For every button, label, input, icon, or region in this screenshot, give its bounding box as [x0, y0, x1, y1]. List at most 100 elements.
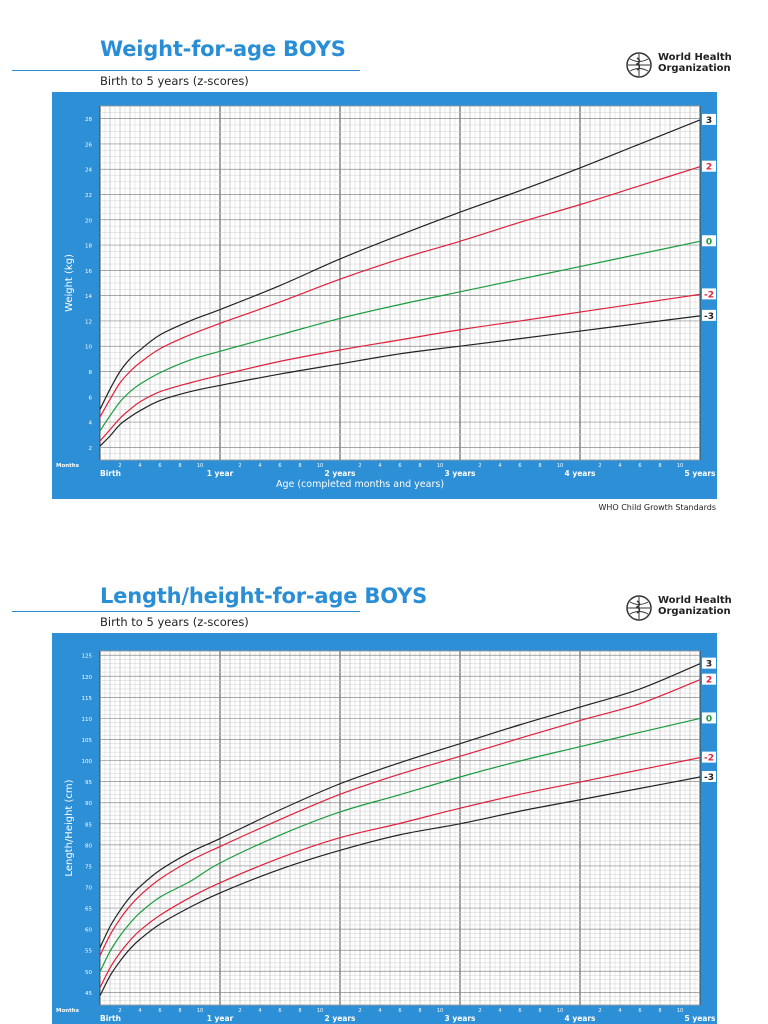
month-tick-label: 6	[158, 463, 161, 469]
month-tick-label: 10	[197, 463, 203, 469]
month-tick-label: 8	[178, 463, 181, 469]
month-tick-label: 2	[238, 1008, 241, 1014]
month-tick-label: 10	[557, 463, 563, 469]
y-tick-label-left: 90	[85, 801, 92, 807]
y-tick-label-left: 100	[82, 759, 93, 765]
month-tick-label: 8	[178, 1008, 181, 1014]
chart-subtitle: Birth to 5 years (z-scores)	[100, 615, 249, 629]
chart-title: Weight-for-age BOYS	[100, 37, 346, 61]
month-tick-label: 10	[317, 463, 323, 469]
z-score-curve-3	[99, 119, 701, 410]
month-tick-label: 4	[378, 463, 381, 469]
z-score-label-bg	[702, 235, 716, 247]
z-score-label--2: -2	[704, 290, 714, 300]
z-score-curve-0	[99, 717, 701, 972]
month-tick-label: 6	[398, 463, 401, 469]
month-tick-label: 10	[317, 1008, 323, 1014]
y-tick-label-left: 70	[85, 886, 92, 892]
year-label: 1 year	[207, 469, 234, 478]
z-score-label-2: 2	[706, 163, 712, 173]
y-tick-label-left: 6	[89, 395, 93, 401]
month-tick-label: 6	[518, 1008, 521, 1014]
month-tick-label: 6	[398, 1008, 401, 1014]
logo-text: World Health Organization	[658, 52, 732, 74]
z-score-curve-2	[99, 166, 701, 418]
month-tick-label: 2	[238, 463, 241, 469]
who-emblem-icon	[626, 595, 652, 621]
month-tick-label: 8	[298, 463, 301, 469]
y-tick-label-left: 75	[85, 864, 92, 870]
month-tick-label: 8	[538, 1008, 541, 1014]
z-score-label-3: 3	[706, 660, 712, 670]
y-tick-label-left: 55	[85, 949, 92, 955]
y-tick-label-left: 20	[85, 218, 92, 224]
logo-line-1: World Health	[658, 52, 732, 63]
month-tick-label: 8	[298, 1008, 301, 1014]
x-axis-label: Age (completed months and years)	[276, 479, 444, 490]
month-tick-label: 6	[518, 463, 521, 469]
z-score-label--2: -2	[704, 754, 714, 764]
month-tick-label: 2	[358, 1008, 361, 1014]
y-tick-label-left: 85	[85, 822, 92, 828]
y-tick-label-left: 120	[82, 675, 93, 681]
month-tick-label: 6	[158, 1008, 161, 1014]
y-axis-label: Length/Height (cm)	[64, 779, 75, 876]
z-score-curve--2	[99, 293, 701, 442]
z-score-label-0: 0	[706, 237, 712, 247]
month-tick-label: 8	[658, 1008, 661, 1014]
month-tick-label: 4	[138, 463, 141, 469]
z-score-curve-3	[99, 663, 701, 948]
month-tick-label: 2	[358, 463, 361, 469]
year-label: 5 years	[684, 469, 716, 478]
z-score-label-bg	[702, 309, 716, 321]
month-tick-label: 10	[677, 1008, 683, 1014]
z-score-curve--2	[99, 757, 701, 988]
months-label: Months	[56, 1008, 80, 1014]
month-tick-label: 8	[418, 1008, 421, 1014]
y-tick-label-left: 65	[85, 907, 92, 913]
y-tick-label-left: 80	[85, 843, 92, 849]
month-tick-label: 10	[557, 1008, 563, 1014]
month-tick-label: 4	[498, 463, 501, 469]
y-tick-label-left: 16	[85, 269, 92, 275]
month-tick-label: 4	[138, 1008, 141, 1014]
z-score-curve--3	[99, 315, 701, 447]
z-score-label--3: -3	[704, 312, 714, 322]
z-score-label-3: 3	[706, 116, 712, 126]
title-underline	[12, 70, 360, 71]
month-tick-label: 2	[118, 1008, 121, 1014]
y-tick-label-left: 2	[89, 446, 93, 452]
source-note: WHO Child Growth Standards	[598, 503, 716, 512]
month-tick-label: 8	[418, 463, 421, 469]
month-tick-label: 10	[437, 1008, 443, 1014]
y-tick-label-left: 105	[82, 738, 93, 744]
y-tick-label-left: 125	[82, 654, 93, 660]
y-tick-label-left: 95	[85, 780, 92, 786]
year-label: 4 years	[564, 469, 596, 478]
title-underline	[12, 611, 360, 612]
z-score-curve-2	[99, 679, 701, 956]
z-score-label-0: 0	[706, 714, 712, 724]
z-score-label-bg	[702, 657, 716, 669]
y-axis-label: Weight (kg)	[64, 254, 75, 312]
month-tick-label: 2	[478, 463, 481, 469]
z-score-label-bg	[702, 160, 716, 172]
y-tick-label-left: 4	[89, 421, 93, 427]
y-tick-label-left: 8	[89, 370, 93, 376]
who-logo: World Health Organization	[624, 50, 734, 80]
z-score-label-2: 2	[706, 676, 712, 686]
month-tick-label: 2	[598, 1008, 601, 1014]
logo-line-2: Organization	[658, 63, 731, 74]
year-label: Birth	[100, 1014, 121, 1023]
y-tick-label-left: 10	[85, 345, 92, 351]
month-tick-label: 6	[278, 463, 281, 469]
z-score-label-bg	[702, 113, 716, 125]
year-label: 5 years	[684, 1014, 716, 1023]
who-emblem-icon	[626, 52, 652, 78]
y-tick-label-left: 26	[85, 142, 92, 148]
y-tick-label-left: 60	[85, 928, 92, 934]
month-tick-label: 4	[258, 463, 261, 469]
z-score-label-bg	[702, 751, 716, 763]
y-tick-label-left: 14	[85, 294, 92, 300]
year-label: 1 year	[207, 1014, 234, 1023]
